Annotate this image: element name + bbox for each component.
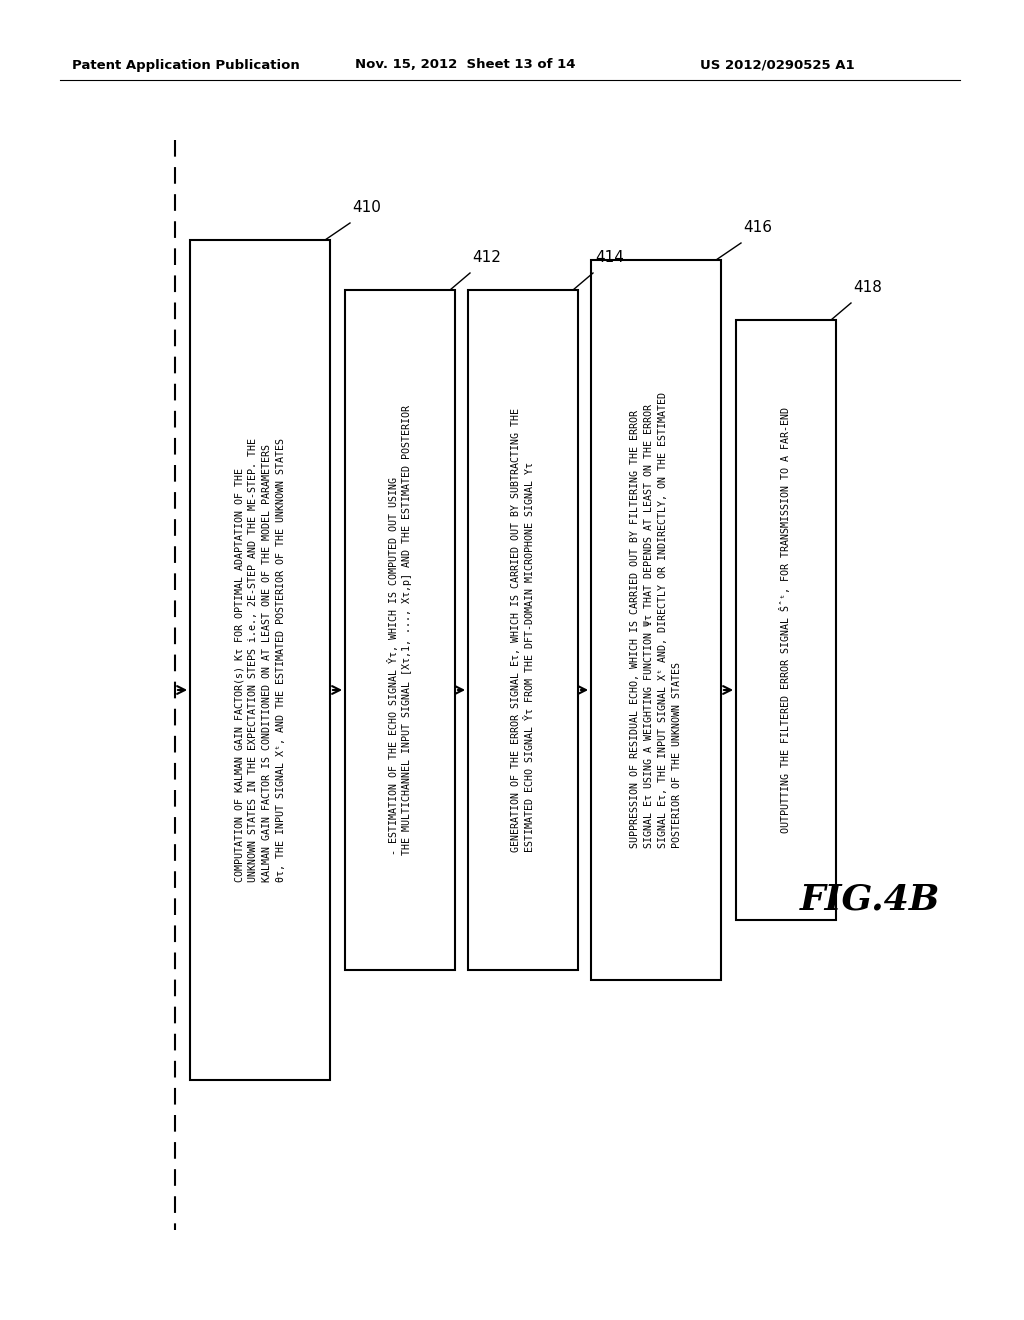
Bar xyxy=(468,290,578,970)
Text: SUPPRESSION OF RESIDUAL ECHO, WHICH IS CARRIED OUT BY FILTERING THE ERROR
SIGNAL: SUPPRESSION OF RESIDUAL ECHO, WHICH IS C… xyxy=(630,392,682,847)
Text: OUTPUTTING THE FILTERED ERROR SIGNAL Ŝ̂ᵗ, FOR TRANSMISSION TO A FAR-END: OUTPUTTING THE FILTERED ERROR SIGNAL Ŝ̂ᵗ… xyxy=(780,407,792,833)
Text: GENERATION OF THE ERROR SIGNAL Eτ, WHICH IS CARRIED OUT BY SUBTRACTING THE
ESTIM: GENERATION OF THE ERROR SIGNAL Eτ, WHICH… xyxy=(511,408,535,851)
Text: 410: 410 xyxy=(352,201,381,215)
Text: Patent Application Publication: Patent Application Publication xyxy=(72,58,300,71)
Bar xyxy=(190,240,330,1080)
Text: COMPUTATION OF KALMAN GAIN FACTOR(s) Kτ FOR OPTIMAL ADAPTATION OF THE
UNKNOWN ST: COMPUTATION OF KALMAN GAIN FACTOR(s) Kτ … xyxy=(234,438,286,882)
Text: FIG.4B: FIG.4B xyxy=(800,883,940,917)
Text: 414: 414 xyxy=(595,249,624,265)
Text: - ESTIMATION OF THE ECHO SIGNAL Ŷτ, WHICH IS COMPUTED OUT USING
THE MULTICHANNEL: - ESTIMATION OF THE ECHO SIGNAL Ŷτ, WHIC… xyxy=(387,405,413,855)
Text: US 2012/0290525 A1: US 2012/0290525 A1 xyxy=(700,58,855,71)
Text: 418: 418 xyxy=(853,280,882,294)
Text: 412: 412 xyxy=(472,249,501,265)
Bar xyxy=(591,260,721,979)
Bar xyxy=(736,319,836,920)
Text: 416: 416 xyxy=(743,220,772,235)
Bar xyxy=(345,290,455,970)
Text: Nov. 15, 2012  Sheet 13 of 14: Nov. 15, 2012 Sheet 13 of 14 xyxy=(355,58,575,71)
